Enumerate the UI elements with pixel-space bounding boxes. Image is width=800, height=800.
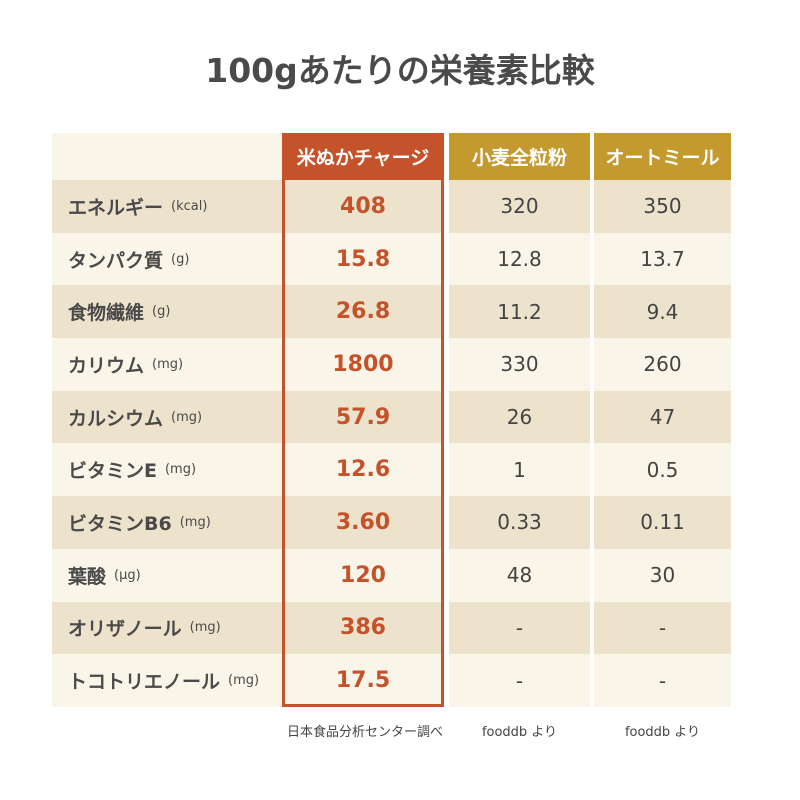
rice-bran-value: 17.5 xyxy=(282,654,444,707)
wheat-value: 0.33 xyxy=(449,496,590,549)
wheat-value: 26 xyxy=(449,390,590,444)
source-oatmeal: fooddb より xyxy=(624,725,701,740)
nutrient-unit: (μg) xyxy=(114,567,141,583)
row-label: カリウム (mg) xyxy=(52,338,282,391)
label-column: エネルギー (kcal) タンパク質 (g) 食物繊維 (g) カリウム (mg) カルシウム (… xyxy=(52,133,282,707)
oatmeal-header: オートミール xyxy=(594,133,731,180)
oatmeal-value: 13.7 xyxy=(594,232,731,286)
rice-bran-value: 26.8 xyxy=(282,285,444,339)
row-label: 葉酸 (μg) xyxy=(52,548,282,602)
nutrient-unit: (kcal) xyxy=(171,198,208,214)
oatmeal-value: 260 xyxy=(594,338,731,391)
nutrient-unit: (mg) xyxy=(164,462,197,478)
oatmeal-value: 350 xyxy=(594,180,731,233)
nutrient-name: トコトリエノール xyxy=(68,671,221,694)
nutrient-name: ビタミンE xyxy=(68,460,157,483)
nutrient-unit: (mg) xyxy=(179,514,211,530)
row-label: タンパク質 (g) xyxy=(52,232,282,286)
nutrient-name: タンパク質 xyxy=(68,249,164,272)
wheat-value: 48 xyxy=(449,548,590,602)
rice-bran-value: 386 xyxy=(282,601,444,655)
oatmeal-value: 30 xyxy=(594,548,731,602)
rice-bran-value: 3.60 xyxy=(282,496,444,549)
row-label: ビタミンE (mg) xyxy=(52,443,282,497)
nutrient-unit: (mg) xyxy=(152,356,184,372)
wheat-column: 小麦全粒粉 320 12.8 11.2 330 26 1 0.33 48- - xyxy=(449,133,590,707)
oatmeal-value: - xyxy=(594,654,731,707)
wheat-value: 320 xyxy=(449,180,590,233)
rice-bran-header: 米ぬかチャージ xyxy=(282,133,444,180)
nutrient-name: オリザノール xyxy=(68,618,182,641)
source-wheat: fooddb より xyxy=(481,725,558,740)
nutrient-name: カルシウム xyxy=(68,407,164,430)
header-empty-cell xyxy=(52,133,282,180)
source-rice-bran: 日本食品分析センター調べ xyxy=(286,725,443,740)
nutrient-name: エネルギー xyxy=(68,196,164,219)
oatmeal-column: オートミール 350 13.7 9.4 260 47 0.5 0.11 30- - xyxy=(594,133,731,707)
wheat-header: 小麦全粒粉 xyxy=(449,133,590,180)
nutrient-unit: (mg) xyxy=(171,409,203,425)
rice-bran-value: 15.8 xyxy=(282,232,444,286)
oatmeal-value: 47 xyxy=(594,390,731,444)
oatmeal-value: 9.4 xyxy=(594,285,731,339)
row-label: 食物繊維 (g) xyxy=(52,285,282,339)
nutrient-name: 食物繊維 xyxy=(68,302,145,325)
oatmeal-value: - xyxy=(594,601,731,655)
wheat-value: 330 xyxy=(449,338,590,391)
oatmeal-value: 0.5 xyxy=(594,443,731,497)
rice-bran-value: 120 xyxy=(282,548,444,602)
wheat-value: - xyxy=(449,654,590,707)
wheat-value: 1 xyxy=(449,443,590,497)
nutrient-unit: (mg) xyxy=(189,620,221,636)
page-title: 100gあたりの栄養素比較 xyxy=(205,51,595,90)
row-label: トコトリエノール (mg) xyxy=(52,654,282,707)
nutrient-unit: (g) xyxy=(152,304,171,320)
rice-bran-value: 12.6 xyxy=(282,443,444,497)
nutrient-name: ビタミンB6 xyxy=(68,512,172,535)
nutrient-unit: (g) xyxy=(171,251,190,267)
wheat-value: 11.2 xyxy=(449,285,590,339)
rice-bran-column: 米ぬかチャージ 408 15.8 26.8 1800 57.9 12.6 3.60 120 38… xyxy=(282,133,444,707)
row-label: ビタミンB6 (mg) xyxy=(52,496,282,549)
wheat-value: - xyxy=(449,601,590,655)
rice-bran-value: 57.9 xyxy=(282,390,444,444)
wheat-value: 12.8 xyxy=(449,232,590,286)
row-label: エネルギー (kcal) xyxy=(52,180,282,233)
oatmeal-value: 0.11 xyxy=(594,496,731,549)
row-label: カルシウム (mg) xyxy=(52,390,282,444)
row-label: オリザノール (mg) xyxy=(52,601,282,655)
nutrient-name: カリウム xyxy=(68,354,145,377)
nutrient-unit: (mg) xyxy=(228,673,260,689)
rice-bran-value: 1800 xyxy=(282,338,444,391)
nutrient-name: 葉酸 xyxy=(68,565,107,588)
rice-bran-value: 408 xyxy=(282,180,444,233)
